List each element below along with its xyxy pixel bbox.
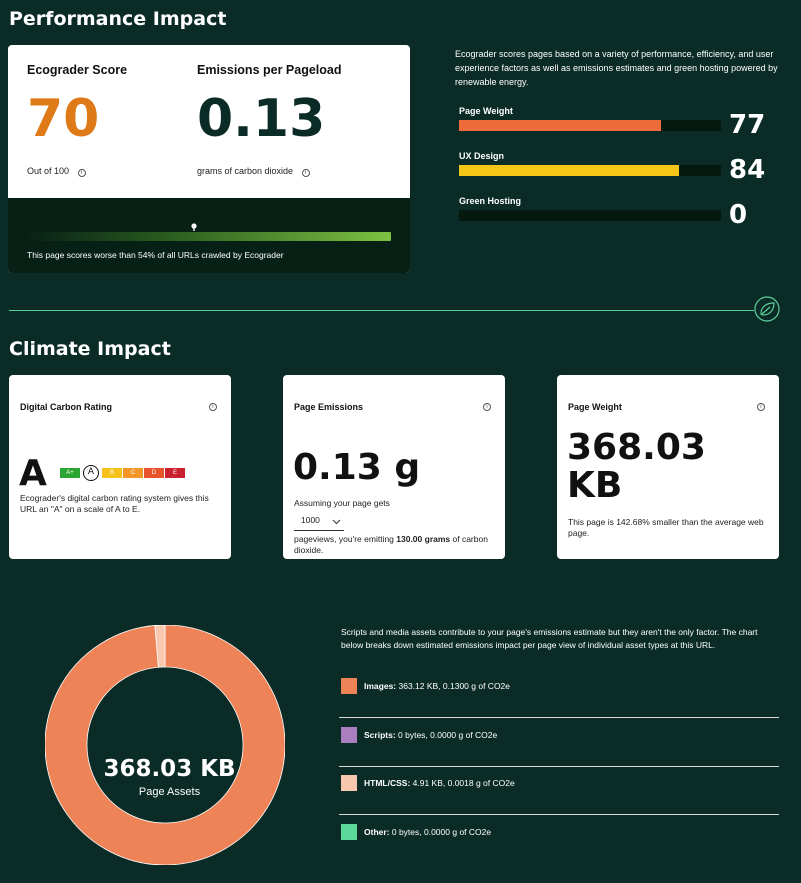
donut-slice-htmlcss[interactable] (154, 624, 166, 668)
rating-d: D (144, 467, 164, 478)
legend-item-scripts: Scripts: 0 bytes, 0.0000 g of CO2e (339, 719, 779, 767)
bar-track (459, 165, 721, 176)
emissions-result: pageviews, you're emitting 130.00 grams … (294, 534, 494, 556)
page-weight-unit: KB (567, 465, 623, 506)
percentile-text: This page scores worse than 54% of all U… (27, 250, 284, 260)
assuming-text: Assuming your page gets (294, 498, 390, 508)
page-weight-card: Page Weight i 368.03 KB This page is 142… (557, 375, 779, 559)
info-icon[interactable]: i (77, 169, 86, 177)
assets-intro: Scripts and media assets contribute to y… (341, 627, 758, 650)
page-weight-title: Page Weight (568, 402, 622, 412)
legend-name: Images: (364, 681, 397, 691)
emissions-sub-text: grams of carbon dioxide (197, 166, 294, 176)
legend-text: HTML/CSS: 4.91 KB, 0.0018 g of CO2e (364, 778, 515, 788)
legend-detail: 4.91 KB, 0.0018 g of CO2e (410, 778, 515, 788)
page-emissions-title: Page Emissions (294, 402, 364, 412)
legend-name: Other: (364, 827, 390, 837)
legend-name: Scripts: (364, 730, 396, 740)
rating-a: A (81, 464, 101, 481)
score-bars: Page Weight 77 UX Design 84 Green Hostin… (459, 106, 779, 236)
emissions-sub: grams of carbon dioxide i (197, 166, 310, 177)
section-divider (9, 310, 754, 311)
emissions-value: 0.13 (197, 89, 326, 149)
score-value: 70 (27, 89, 100, 149)
performance-intro: Ecograder scores pages based on a variet… (455, 49, 778, 87)
bar-fill (459, 120, 661, 131)
result-suffix: of carbon dioxide. (294, 534, 488, 555)
legend-text: Scripts: 0 bytes, 0.0000 g of CO2e (364, 730, 497, 740)
bar-label: UX Design (459, 151, 505, 161)
legend-item-html-css: HTML/CSS: 4.91 KB, 0.0018 g of CO2e (339, 767, 779, 815)
legend-detail: 0 bytes, 0.0000 g of CO2e (389, 827, 492, 837)
bar-track (459, 120, 721, 131)
legend-item-images: Images: 363.12 KB, 0.1300 g of CO2e (339, 670, 779, 718)
legend-text: Images: 363.12 KB, 0.1300 g of CO2e (364, 681, 510, 691)
score-sub-text: Out of 100 (27, 166, 70, 176)
carbon-grade: A (19, 453, 47, 494)
emissions-label: Emissions per Pageload (197, 63, 342, 77)
legend-detail: 363.12 KB, 0.1300 g of CO2e (396, 681, 511, 691)
page-weight-desc: This page is 142.68% smaller than the av… (568, 517, 764, 538)
legend-text: Other: 0 bytes, 0.0000 g of CO2e (364, 827, 491, 837)
info-icon[interactable]: i (757, 403, 765, 411)
score-label: Ecograder Score (27, 63, 128, 77)
score-card: Ecograder Score 70 Out of 100 i Emission… (8, 45, 410, 273)
rating-c: C (123, 467, 143, 478)
carbon-rating-title: Digital Carbon Rating (20, 402, 112, 412)
pageviews-value: 1000 (301, 515, 320, 525)
bar-fill (459, 165, 680, 176)
legend-swatch (341, 727, 357, 743)
bar-value: 77 (729, 110, 766, 140)
rating-current-marker: A (83, 464, 99, 481)
rating-e: E (165, 467, 185, 478)
bar-value: 84 (729, 155, 766, 185)
result-prefix: pageviews, you're emitting (294, 534, 397, 544)
page-emissions-value: 0.13 g (293, 447, 421, 488)
legend-name: HTML/CSS: (364, 778, 411, 788)
page-weight-number: 368.03 (567, 427, 706, 468)
bar-label: Green Hosting (459, 196, 522, 206)
bar-page-weight: Page Weight 77 (459, 106, 779, 142)
carbon-rating-card: Digital Carbon Rating i A A+ A B C D E Ecogra… (9, 375, 231, 559)
carbon-rating-desc: Ecograder's digital carbon rating system… (20, 493, 209, 514)
info-icon[interactable]: i (483, 403, 491, 411)
donut-chart (44, 624, 286, 866)
rating-a-plus: A+ (60, 467, 80, 478)
percentile-panel: This page scores worse than 54% of all U… (8, 198, 410, 273)
bar-value: 0 (729, 200, 748, 230)
donut-value: 368.03 KB (103, 756, 236, 782)
bar-label: Page Weight (459, 106, 513, 116)
percentile-gradient-bar (27, 232, 391, 241)
bar-ux-design: UX Design 84 (459, 151, 779, 187)
chevron-down-icon (332, 517, 341, 527)
legend-detail: 0 bytes, 0.0000 g of CO2e (395, 730, 498, 740)
bar-green-hosting: Green Hosting 0 (459, 196, 779, 232)
leaf-icon (754, 296, 780, 322)
info-icon[interactable]: i (209, 403, 217, 411)
bar-track (459, 210, 721, 221)
legend-swatch (341, 678, 357, 694)
performance-title: Performance Impact (9, 8, 227, 30)
page-weight-value: 368.03 KB (567, 429, 706, 505)
legend-swatch (341, 824, 357, 840)
rating-b: B (102, 467, 122, 478)
legend-item-other: Other: 0 bytes, 0.0000 g of CO2e (339, 816, 779, 864)
legend-swatch (341, 775, 357, 791)
percentile-marker-icon (191, 218, 198, 231)
climate-title: Climate Impact (9, 338, 171, 360)
assets-donut: 368.03 KB Page Assets (44, 624, 286, 866)
info-icon[interactable]: i (301, 169, 310, 177)
page-emissions-card: Page Emissions i 0.13 g Assuming your pa… (283, 375, 505, 559)
result-bold: 130.00 grams (396, 534, 451, 544)
donut-slice-images[interactable] (44, 624, 286, 866)
pageviews-select[interactable]: 1000 (294, 513, 344, 531)
score-sub: Out of 100 i (27, 166, 86, 177)
rating-scale: A+ A B C D E (60, 464, 220, 481)
donut-label: Page Assets (138, 786, 201, 798)
